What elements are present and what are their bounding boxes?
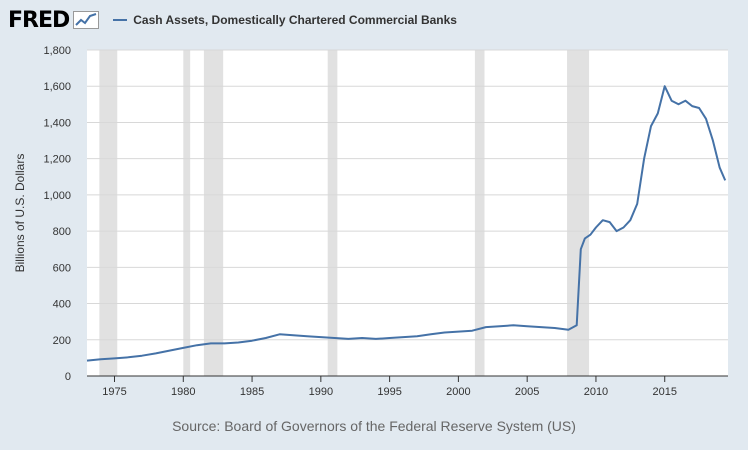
- y-tick-label: 800: [53, 226, 71, 238]
- y-tick-label: 1,400: [43, 117, 71, 129]
- legend-swatch: [113, 19, 128, 21]
- y-tick-label: 200: [53, 335, 71, 347]
- y-tick-label: 1,200: [43, 154, 71, 166]
- recession-band: [99, 50, 118, 376]
- x-tick-label: 1990: [309, 386, 333, 398]
- chart-legend: Cash Assets, Domestically Chartered Comm…: [113, 13, 457, 27]
- recession-band: [327, 50, 338, 376]
- fred-logo-text: FRED: [8, 7, 70, 33]
- x-tick-label: 2000: [446, 386, 470, 398]
- x-tick-label: 2005: [515, 386, 539, 398]
- fred-logo[interactable]: FRED: [8, 7, 100, 33]
- fred-chart-icon: [73, 11, 100, 29]
- recession-band: [474, 50, 485, 376]
- recession-band: [183, 50, 191, 376]
- y-tick-label: 600: [53, 262, 71, 274]
- y-tick-label: 1,000: [43, 190, 71, 202]
- x-tick-label: 1980: [171, 386, 195, 398]
- y-tick-label: 400: [53, 299, 71, 311]
- recession-band: [567, 50, 590, 376]
- source-note: Source: Board of Governors of the Federa…: [172, 418, 576, 434]
- series-line: [86, 85, 727, 362]
- x-tick-label: 1985: [240, 386, 264, 398]
- y-tick-label: 1,800: [43, 45, 71, 57]
- x-tick-label: 1975: [102, 386, 126, 398]
- y-tick-label: 1,600: [43, 81, 71, 93]
- chart-header: FRED Cash Assets, Domestically Chartered…: [8, 6, 457, 34]
- recession-band: [203, 50, 224, 376]
- x-tick-label: 1995: [377, 386, 401, 398]
- x-tick-label: 2015: [652, 386, 676, 398]
- y-axis-label: Billions of U.S. Dollars: [13, 154, 27, 273]
- plot-area: [87, 50, 728, 376]
- x-tick-label: 2010: [584, 386, 608, 398]
- legend-series-label[interactable]: Cash Assets, Domestically Chartered Comm…: [133, 13, 457, 27]
- y-tick-label: 0: [65, 371, 71, 383]
